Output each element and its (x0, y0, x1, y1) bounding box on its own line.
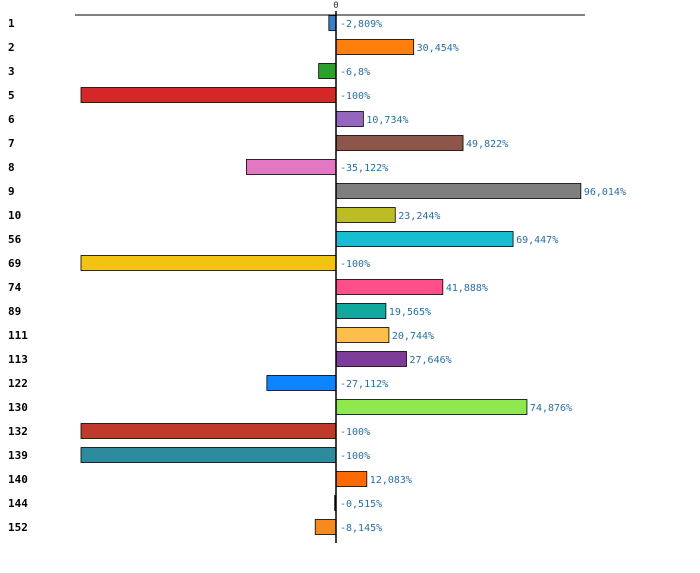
category-label: 139 (8, 449, 28, 462)
value-label: -100% (340, 91, 370, 102)
zero-tick-label: 0 (333, 1, 338, 11)
value-label: -2,809% (340, 19, 382, 30)
value-label: -100% (340, 451, 370, 462)
bar-113 (335, 351, 407, 367)
bar-89 (335, 303, 387, 319)
value-label: -35,122% (340, 163, 388, 174)
bar-10 (335, 207, 396, 223)
category-label: 69 (8, 257, 21, 270)
category-label: 8 (8, 161, 15, 174)
category-label: 2 (8, 41, 15, 54)
value-label: -27,112% (340, 379, 388, 390)
value-label: 30,454% (417, 43, 459, 54)
value-label: -100% (340, 259, 370, 270)
category-label: 130 (8, 401, 28, 414)
bar-152 (314, 519, 337, 535)
category-label: 1 (8, 17, 15, 30)
bar-56 (335, 231, 514, 247)
category-label: 7 (8, 137, 15, 150)
value-label: 49,822% (466, 139, 508, 150)
bar-7 (335, 135, 464, 151)
bar-130 (335, 399, 528, 415)
value-label: 20,744% (392, 331, 434, 342)
value-label: 74,876% (530, 403, 572, 414)
bar-2 (335, 39, 415, 55)
bar-3 (318, 63, 337, 79)
bar-140 (335, 471, 368, 487)
value-label: 12,083% (370, 475, 412, 486)
category-label: 3 (8, 65, 15, 78)
category-label: 5 (8, 89, 15, 102)
category-label: 10 (8, 209, 21, 222)
category-label: 152 (8, 521, 28, 534)
value-label: -8,145% (340, 523, 382, 534)
category-label: 6 (8, 113, 15, 126)
bar-74 (335, 279, 444, 295)
bar-139 (80, 447, 337, 463)
category-label: 144 (8, 497, 28, 510)
value-label: 69,447% (516, 235, 558, 246)
value-label: -6,8% (340, 67, 370, 78)
category-label: 140 (8, 473, 28, 486)
value-label: 96,014% (584, 187, 626, 198)
bar-8 (246, 159, 337, 175)
value-label: 19,565% (389, 307, 431, 318)
bar-5 (80, 87, 337, 103)
category-label: 56 (8, 233, 22, 246)
bar-9 (335, 183, 582, 199)
bar-132 (80, 423, 337, 439)
category-label: 74 (8, 281, 22, 294)
value-label: 10,734% (366, 115, 408, 126)
bar-6 (335, 111, 364, 127)
value-label: 23,244% (398, 211, 440, 222)
bar-69 (80, 255, 337, 271)
category-label: 9 (8, 185, 15, 198)
bar-111 (335, 327, 390, 343)
category-label: 113 (8, 353, 28, 366)
category-label: 122 (8, 377, 28, 390)
value-label: 41,888% (446, 283, 488, 294)
category-label: 89 (8, 305, 21, 318)
value-label: -100% (340, 427, 370, 438)
value-label: -0,515% (340, 499, 382, 510)
category-label: 132 (8, 425, 28, 438)
bar-122 (266, 375, 337, 391)
value-label: 27,646% (409, 355, 451, 366)
category-label: 111 (8, 329, 28, 342)
bar-1 (328, 15, 337, 31)
